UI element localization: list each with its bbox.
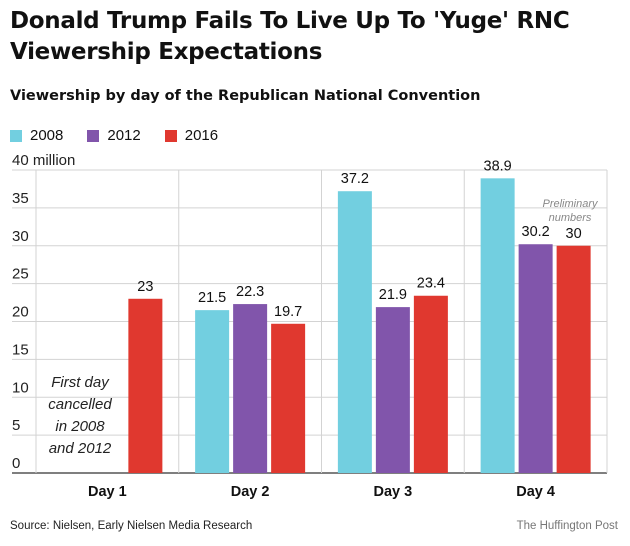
bar-2016 — [556, 245, 591, 473]
day4-annotation-line: Preliminary — [542, 198, 599, 210]
bar-2008 — [480, 178, 515, 473]
data-label: 21.5 — [198, 290, 226, 306]
bar-2016 — [413, 295, 448, 473]
chart-plot: 0 5 10 15 20 25 30 35 40 million 23 Day 1 21.5 22.3 1… — [12, 152, 608, 500]
legend-swatch-2008 — [10, 129, 22, 142]
chart-title: Donald Trump Fails To Live Up To 'Yuge' … — [10, 8, 570, 65]
data-label: 22.3 — [236, 284, 264, 300]
y-tick-label: 40 million — [12, 152, 75, 169]
bar-2016 — [128, 298, 163, 473]
legend-label-2016: 2016 — [184, 127, 219, 144]
bar-2016 — [271, 323, 306, 473]
data-label: 23.4 — [417, 276, 445, 292]
data-label: 19.7 — [274, 304, 302, 320]
x-tick-label: Day 1 — [88, 484, 127, 500]
bar-2012 — [233, 304, 268, 473]
y-tick-label: 0 — [12, 455, 20, 472]
y-tick-label: 15 — [12, 341, 29, 358]
legend-label-2012: 2012 — [107, 127, 141, 144]
source-note: Source: Nielsen, Early Nielsen Media Res… — [10, 520, 253, 532]
day4-annotation-line: numbers — [549, 212, 592, 224]
x-tick-label: Day 2 — [231, 484, 270, 500]
legend-item-2016: 2016 — [164, 127, 219, 144]
y-tick-label: 5 — [12, 417, 20, 434]
bar-2012 — [375, 307, 410, 473]
day1-annotation-line: cancelled — [48, 396, 112, 413]
data-label: 23 — [137, 279, 153, 295]
data-label: 37.2 — [341, 171, 369, 187]
y-tick-label: 20 — [12, 304, 29, 321]
data-label: 38.9 — [484, 158, 512, 174]
data-label: 30.2 — [522, 224, 550, 240]
bar-2008 — [195, 310, 230, 473]
data-label: 21.9 — [379, 287, 407, 303]
data-label: 30 — [566, 226, 582, 242]
legend-label-2008: 2008 — [30, 127, 64, 144]
y-tick-label: 25 — [12, 266, 29, 283]
x-tick-label: Day 4 — [516, 484, 555, 500]
y-tick-label: 35 — [12, 190, 29, 207]
legend-item-2012: 2012 — [87, 127, 141, 144]
bar-2012 — [518, 244, 553, 473]
legend-swatch-2012 — [87, 129, 100, 142]
chart-subtitle: Viewership by day of the Republican Nati… — [10, 88, 481, 104]
y-tick-label: 10 — [12, 379, 29, 396]
legend: 2008 2012 2016 — [10, 127, 242, 144]
legend-item-2008: 2008 — [10, 127, 63, 144]
day1-annotation-line: First day — [51, 374, 110, 391]
day1-annotation-line: and 2012 — [49, 440, 112, 457]
publisher-credit: The Huffington Post — [516, 520, 618, 532]
day1-annotation-line: in 2008 — [55, 418, 105, 435]
x-tick-label: Day 3 — [374, 484, 413, 500]
legend-swatch-2016 — [164, 129, 177, 142]
y-tick-label: 30 — [12, 228, 29, 245]
bar-2008 — [337, 191, 372, 473]
